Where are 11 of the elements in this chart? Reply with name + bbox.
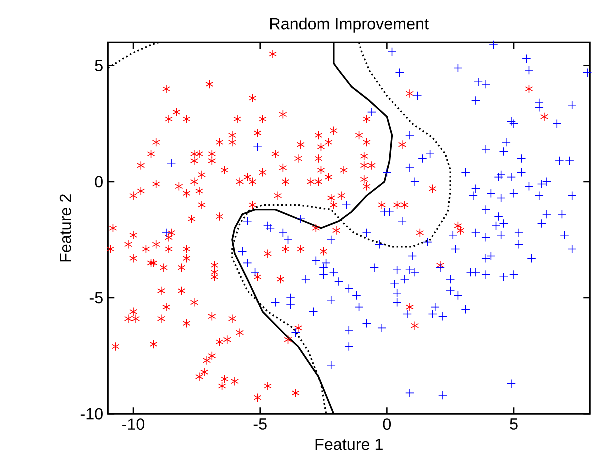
x-tick-label: 5 <box>510 418 518 430</box>
y-tick-label: 0 <box>95 176 103 188</box>
x-tick-label: 0 <box>383 418 392 430</box>
x-tick-label: -5 <box>254 418 267 430</box>
y-tick-label: -5 <box>90 292 103 304</box>
y-tick-label: 5 <box>95 60 103 72</box>
y-tick-label: -10 <box>80 408 103 420</box>
x-axis-title: Feature 1 <box>316 438 383 450</box>
x-tick-label: -10 <box>122 418 145 430</box>
chart-title: Random Improvement <box>270 18 429 33</box>
y-axis-title: Feature 2 <box>60 194 72 262</box>
